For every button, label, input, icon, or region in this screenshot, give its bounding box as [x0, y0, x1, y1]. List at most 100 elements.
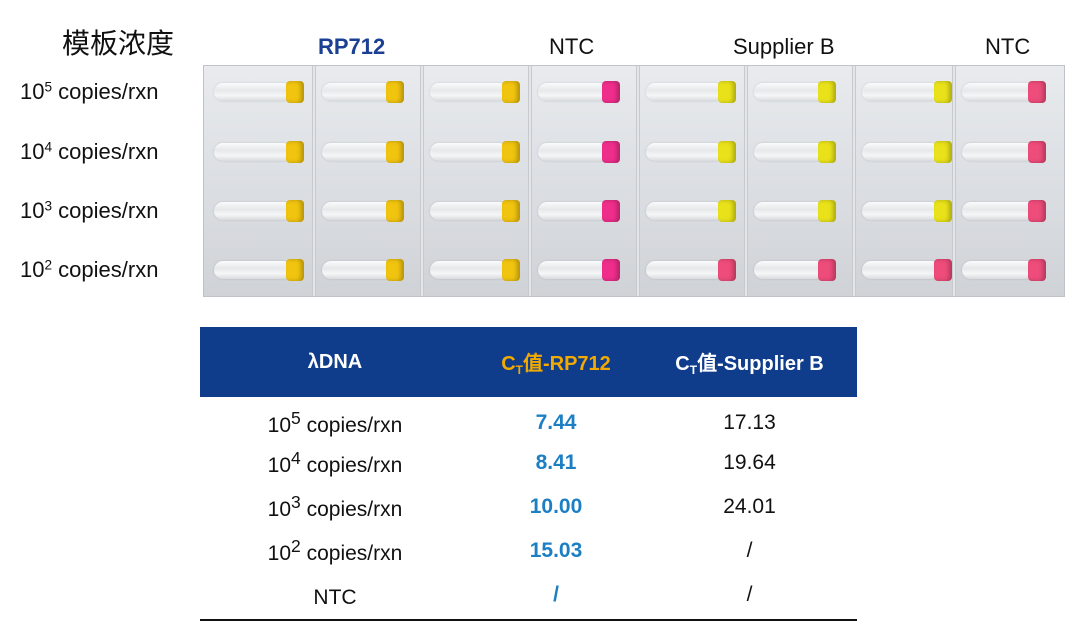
tube-cap	[502, 259, 520, 281]
cell-ct-rp712: 10.00	[529, 495, 583, 518]
cell-ct-supplier-b: /	[746, 539, 753, 562]
table-row: 103 copies/rxn 10.00 24.01	[200, 485, 857, 529]
tube-cap	[1028, 81, 1046, 103]
group-label-ntc-1: NTC	[549, 34, 595, 59]
tube-cap	[934, 141, 952, 163]
group-label-ntc-2: NTC	[985, 34, 1031, 59]
pcr-tube	[862, 143, 940, 161]
tube-cap	[718, 200, 736, 222]
tube-cap	[718, 259, 736, 281]
table-header-row: λDNA CT值-RP712 CT值-Supplier B	[200, 327, 857, 397]
pcr-tube	[538, 261, 616, 279]
cell-dna: NTC	[313, 586, 357, 609]
pcr-tube	[430, 83, 508, 101]
pcr-tube	[754, 143, 832, 161]
pcr-tube	[214, 202, 292, 220]
pcr-tube	[862, 202, 940, 220]
rack-divider	[420, 66, 424, 296]
group-label-rp712: RP712	[318, 34, 386, 59]
pcr-tube	[754, 202, 832, 220]
rack-divider	[744, 66, 748, 296]
cell-ct-supplier-b: 17.13	[723, 411, 776, 434]
tube-cap	[602, 259, 620, 281]
tube-cap	[818, 259, 836, 281]
pcr-tube	[754, 83, 832, 101]
tube-cap	[1028, 141, 1046, 163]
pcr-tube	[646, 143, 724, 161]
tube-cap	[602, 81, 620, 103]
tube-cap	[386, 81, 404, 103]
tube-cap	[286, 81, 304, 103]
pcr-tube	[646, 261, 724, 279]
tube-cap	[502, 141, 520, 163]
pcr-tube	[430, 202, 508, 220]
header-ct-supplier-b: CT值-Supplier B	[675, 352, 824, 378]
row-label-1e5: 105 copies/rxn	[20, 79, 159, 104]
pcr-tube	[862, 261, 940, 279]
table-bottom-rule	[200, 619, 857, 621]
pcr-tube	[322, 83, 400, 101]
pcr-tube	[538, 202, 616, 220]
rack-divider	[312, 66, 316, 296]
pcr-tube	[430, 261, 508, 279]
pcr-tube	[862, 83, 940, 101]
rack-divider	[528, 66, 532, 296]
tube-cap	[502, 81, 520, 103]
cell-dna: 103 copies/rxn	[267, 492, 403, 521]
pcr-tube	[538, 83, 616, 101]
cell-ct-supplier-b: /	[746, 583, 753, 606]
ct-value-table: λDNA CT值-RP712 CT值-Supplier B 105 copies…	[200, 327, 857, 617]
pcr-tube	[322, 261, 400, 279]
cell-ct-supplier-b: 19.64	[723, 451, 776, 474]
pcr-tube	[962, 261, 1042, 279]
row-label-1e4: 104 copies/rxn	[20, 139, 159, 164]
pcr-tube	[214, 261, 292, 279]
tube-cap	[818, 141, 836, 163]
pcr-tube	[962, 202, 1042, 220]
pcr-tube	[646, 83, 724, 101]
pcr-tube	[962, 83, 1042, 101]
pcr-tube	[646, 202, 724, 220]
header-lambda-dna: λDNA	[307, 350, 363, 373]
tube-cap	[602, 141, 620, 163]
cell-ct-rp712: 8.41	[535, 451, 577, 474]
pcr-tube	[214, 83, 292, 101]
tube-cap	[934, 259, 952, 281]
cell-ct-rp712: 7.44	[535, 411, 577, 434]
tube-cap	[286, 259, 304, 281]
pcr-tube	[962, 143, 1042, 161]
tube-cap	[502, 200, 520, 222]
tube-cap	[934, 200, 952, 222]
table-row: NTC / /	[200, 573, 857, 617]
group-label-supplier-b: Supplier B	[733, 34, 835, 59]
rack-divider	[852, 66, 856, 296]
tube-cap	[286, 141, 304, 163]
table-row: 104 copies/rxn 8.41 19.64	[200, 441, 857, 485]
tube-cap	[286, 200, 304, 222]
tube-cap	[386, 141, 404, 163]
pcr-tube	[430, 143, 508, 161]
tube-cap	[934, 81, 952, 103]
pcr-tube	[754, 261, 832, 279]
row-label-1e2: 102 copies/rxn	[20, 257, 159, 282]
tube-cap	[818, 81, 836, 103]
cell-dna: 105 copies/rxn	[267, 408, 403, 437]
pcr-tube	[538, 143, 616, 161]
rack-divider	[636, 66, 640, 296]
tube-cap	[718, 141, 736, 163]
pcr-tube	[214, 143, 292, 161]
tube-cap	[602, 200, 620, 222]
cell-dna: 102 copies/rxn	[267, 536, 403, 565]
table-row: 102 copies/rxn 15.03 /	[200, 529, 857, 573]
header-ct-rp712: CT值-RP712	[501, 352, 611, 378]
tube-cap	[386, 259, 404, 281]
row-label-1e3: 103 copies/rxn	[20, 198, 159, 223]
cell-ct-rp712: 15.03	[529, 539, 583, 562]
tube-cap	[1028, 200, 1046, 222]
tube-cap	[386, 200, 404, 222]
rack-divider	[952, 66, 956, 296]
cell-dna: 104 copies/rxn	[267, 448, 403, 477]
tube-photo	[203, 65, 1065, 297]
pcr-tube	[322, 143, 400, 161]
cell-ct-supplier-b: 24.01	[723, 495, 776, 518]
